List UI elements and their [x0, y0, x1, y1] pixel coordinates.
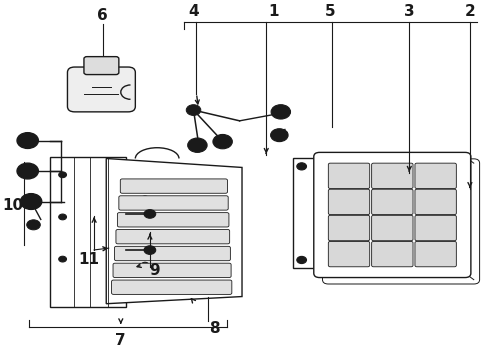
FancyBboxPatch shape — [328, 163, 369, 189]
Circle shape — [21, 194, 42, 210]
Circle shape — [213, 134, 232, 149]
FancyBboxPatch shape — [371, 242, 413, 267]
Text: 7: 7 — [116, 333, 126, 348]
FancyBboxPatch shape — [118, 213, 229, 227]
Circle shape — [59, 214, 67, 220]
FancyBboxPatch shape — [371, 163, 413, 189]
FancyBboxPatch shape — [415, 242, 456, 267]
FancyBboxPatch shape — [112, 280, 232, 294]
Circle shape — [59, 256, 67, 262]
FancyBboxPatch shape — [314, 152, 471, 278]
FancyBboxPatch shape — [371, 189, 413, 215]
Circle shape — [186, 105, 201, 116]
Circle shape — [275, 132, 284, 138]
Circle shape — [22, 167, 33, 175]
FancyBboxPatch shape — [115, 246, 230, 261]
FancyBboxPatch shape — [121, 179, 227, 193]
FancyBboxPatch shape — [415, 189, 456, 215]
FancyBboxPatch shape — [328, 189, 369, 215]
Circle shape — [271, 105, 291, 119]
FancyBboxPatch shape — [116, 229, 230, 244]
Text: 6: 6 — [98, 8, 108, 23]
Text: 5: 5 — [325, 4, 336, 19]
FancyBboxPatch shape — [68, 67, 135, 112]
Text: 1: 1 — [269, 4, 279, 19]
FancyBboxPatch shape — [113, 263, 231, 278]
FancyBboxPatch shape — [119, 196, 228, 210]
FancyBboxPatch shape — [415, 163, 456, 189]
Circle shape — [27, 220, 40, 230]
Bar — [293, 158, 373, 268]
FancyBboxPatch shape — [84, 57, 119, 75]
Text: 9: 9 — [149, 263, 160, 278]
Circle shape — [188, 138, 207, 152]
Text: 2: 2 — [465, 4, 475, 19]
Circle shape — [17, 163, 38, 179]
FancyBboxPatch shape — [328, 242, 369, 267]
Circle shape — [193, 141, 202, 149]
Circle shape — [144, 210, 156, 218]
Circle shape — [144, 246, 156, 255]
Polygon shape — [106, 158, 242, 304]
Circle shape — [141, 262, 149, 268]
Bar — [50, 157, 125, 307]
Circle shape — [141, 196, 149, 202]
FancyBboxPatch shape — [415, 215, 456, 241]
Circle shape — [218, 138, 227, 145]
Circle shape — [270, 129, 288, 141]
FancyBboxPatch shape — [328, 215, 369, 241]
Circle shape — [22, 136, 33, 145]
Circle shape — [59, 172, 67, 177]
Circle shape — [17, 133, 38, 148]
Circle shape — [276, 108, 286, 116]
Circle shape — [297, 163, 307, 170]
Text: 11: 11 — [79, 252, 100, 267]
Text: 4: 4 — [188, 4, 199, 19]
Text: 10: 10 — [2, 198, 24, 213]
FancyBboxPatch shape — [322, 159, 480, 284]
Circle shape — [297, 256, 307, 264]
Text: 8: 8 — [209, 321, 220, 336]
Circle shape — [25, 197, 37, 206]
FancyBboxPatch shape — [371, 215, 413, 241]
Text: 3: 3 — [404, 4, 415, 19]
